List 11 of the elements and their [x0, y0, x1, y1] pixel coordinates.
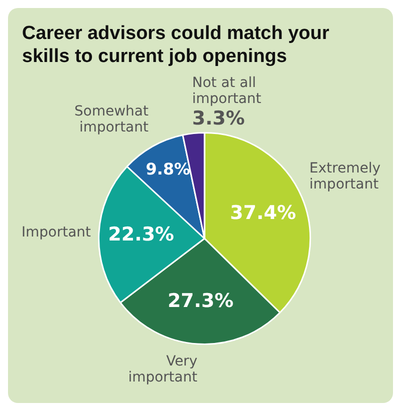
slice-label: Not at all important [192, 75, 262, 108]
data-label: 9.8% [146, 160, 190, 179]
slice-label: Important [21, 224, 92, 240]
data-label: 27.3% [168, 290, 234, 312]
data-label: 3.3% [192, 107, 245, 130]
chart-title: Career advisors could match your skills to current job openings [21, 22, 330, 68]
data-label: 37.4% [230, 202, 296, 224]
slice-label: Extremely important [309, 160, 381, 193]
slice-label: Somewhat important [74, 104, 150, 136]
data-label: 22.3% [108, 223, 174, 246]
slice-label: Very important [128, 354, 198, 386]
